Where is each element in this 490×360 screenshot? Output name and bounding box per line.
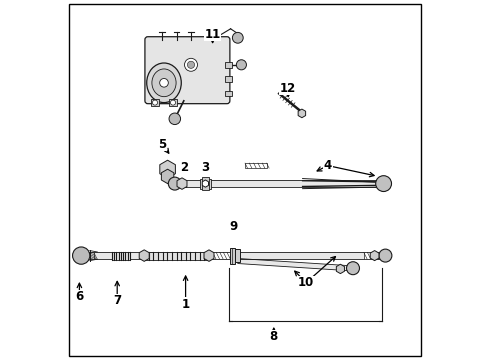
- Bar: [202, 177, 209, 190]
- Bar: [235, 249, 240, 262]
- Bar: [225, 76, 232, 82]
- Bar: [364, 252, 378, 259]
- Text: 6: 6: [75, 291, 83, 303]
- Circle shape: [169, 113, 180, 125]
- Text: 12: 12: [280, 82, 296, 95]
- Circle shape: [185, 58, 197, 71]
- Text: 3: 3: [201, 161, 209, 174]
- Text: 10: 10: [298, 276, 314, 289]
- Text: 9: 9: [229, 220, 238, 233]
- Text: 7: 7: [113, 294, 121, 307]
- Text: 2: 2: [180, 161, 188, 174]
- Bar: [144, 252, 209, 260]
- Text: 8: 8: [270, 330, 278, 343]
- Polygon shape: [161, 169, 174, 184]
- Bar: [225, 91, 232, 96]
- Polygon shape: [238, 258, 349, 271]
- Text: 5: 5: [158, 138, 166, 150]
- Bar: [151, 99, 159, 106]
- Bar: [178, 180, 382, 187]
- Circle shape: [169, 177, 181, 190]
- Bar: [112, 252, 130, 260]
- Text: 11: 11: [204, 28, 220, 41]
- Polygon shape: [370, 251, 379, 261]
- Bar: [88, 252, 94, 259]
- Circle shape: [73, 247, 90, 264]
- Circle shape: [152, 100, 157, 105]
- Circle shape: [187, 61, 195, 68]
- Polygon shape: [202, 180, 209, 187]
- Polygon shape: [204, 250, 214, 261]
- Polygon shape: [336, 264, 344, 274]
- Circle shape: [376, 176, 392, 192]
- Bar: [213, 252, 231, 259]
- Bar: [245, 163, 267, 168]
- Circle shape: [346, 262, 360, 275]
- FancyBboxPatch shape: [145, 37, 230, 104]
- Text: 1: 1: [181, 298, 190, 311]
- Circle shape: [171, 100, 175, 105]
- Bar: [169, 99, 177, 106]
- Circle shape: [160, 78, 169, 87]
- Ellipse shape: [147, 63, 181, 103]
- Circle shape: [232, 32, 243, 43]
- Polygon shape: [139, 250, 149, 261]
- Polygon shape: [177, 178, 187, 189]
- Ellipse shape: [152, 69, 176, 97]
- Circle shape: [379, 249, 392, 262]
- Bar: [200, 179, 211, 189]
- Bar: [229, 248, 235, 264]
- Bar: [88, 252, 386, 259]
- Polygon shape: [298, 109, 306, 118]
- Text: 4: 4: [324, 159, 332, 172]
- Polygon shape: [160, 160, 175, 178]
- Circle shape: [236, 60, 246, 70]
- Bar: [225, 62, 232, 68]
